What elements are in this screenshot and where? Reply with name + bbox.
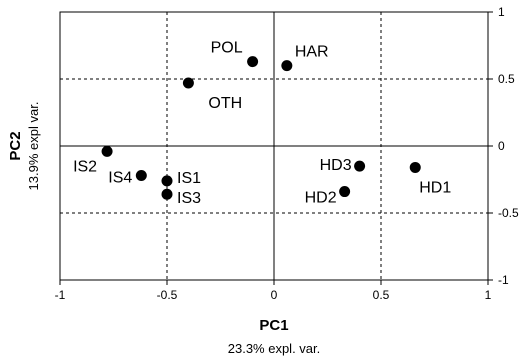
point-label-hd1: HD1 — [419, 179, 451, 196]
data-point-har — [281, 60, 293, 72]
plot-frame — [59, 11, 489, 281]
point-label-har: HAR — [295, 44, 329, 61]
y-tick-label: -0.5 — [498, 206, 519, 220]
point-label-is2: IS2 — [73, 158, 97, 175]
y-tick-label: 0.5 — [498, 72, 515, 86]
axis-ticks: -1 -0.5 0 0.5 1 -1 -0.5 0 0.5 1 — [55, 5, 519, 302]
x-tick-label: 0 — [271, 288, 278, 302]
data-point-is3 — [161, 188, 173, 200]
data-point-hd2 — [339, 186, 351, 198]
x-tick-label: -1 — [55, 288, 66, 302]
y-axis-subtitle: 13.9% expl var. — [26, 102, 41, 191]
x-axis-subtitle: 23.3% expl. var. — [228, 341, 321, 356]
data-point-pol — [247, 56, 259, 68]
x-tick-label: 0.5 — [373, 288, 390, 302]
point-label-oth: OTH — [208, 95, 242, 112]
y-tick-label: 1 — [498, 5, 505, 19]
x-axis-title: PC1 — [259, 317, 288, 334]
point-label-is4: IS4 — [108, 169, 132, 186]
point-label-hd3: HD3 — [320, 157, 352, 174]
y-axis-title: PC2 — [7, 131, 24, 160]
data-point-oth — [182, 77, 194, 89]
grid-lines — [60, 12, 488, 280]
data-point-hd3 — [354, 160, 366, 172]
data-points: POL HAR OTH IS2 IS4 IS1 IS3 HD3 HD2 HD1 — [73, 40, 451, 208]
y-tick-label: -1 — [498, 273, 509, 287]
point-label-hd2: HD2 — [305, 190, 337, 207]
data-point-hd1 — [409, 161, 421, 173]
data-point-is4 — [135, 169, 147, 181]
data-point-is1 — [161, 175, 173, 187]
point-label-pol: POL — [211, 40, 243, 57]
data-point-is2 — [101, 145, 113, 157]
x-tick-label: -0.5 — [157, 288, 178, 302]
point-label-is3: IS3 — [177, 190, 201, 207]
x-tick-label: 1 — [485, 288, 492, 302]
point-label-is1: IS1 — [177, 170, 201, 187]
y-tick-label: 0 — [498, 139, 505, 153]
